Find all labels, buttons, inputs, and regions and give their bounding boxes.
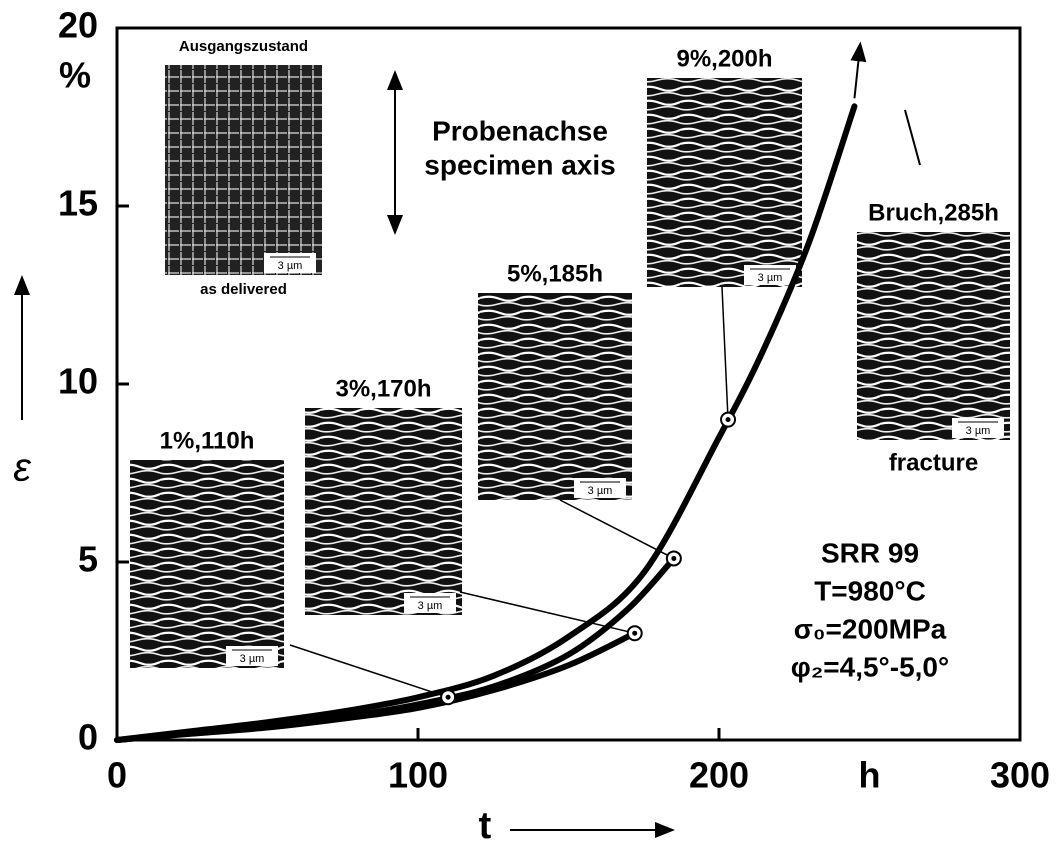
scale-label: 3 µm: [418, 600, 443, 612]
scale-label: 3 µm: [758, 272, 783, 284]
inset-label: Ausgangszustand: [179, 38, 308, 55]
state-marker-dot: [671, 555, 677, 561]
curve-arrow: [850, 41, 867, 99]
leader-line: [459, 591, 635, 634]
inset-caption: as delivered: [200, 281, 287, 298]
micrograph: [478, 293, 632, 500]
leader-line: [559, 499, 675, 560]
micrograph: [165, 65, 322, 275]
scale-label: 3 µm: [240, 653, 265, 665]
inset-label: Bruch,285h: [868, 199, 999, 226]
leader-line: [289, 644, 449, 698]
scale-bar-bg: [264, 253, 316, 273]
condition: σ₀=200MPa: [794, 613, 947, 644]
inset-label: 5%,185h: [507, 260, 603, 287]
x-tick-label: 100: [388, 755, 448, 796]
scale-label: 3 µm: [278, 260, 303, 272]
x-tick-label: 0: [107, 755, 127, 796]
scale-bar-bg: [574, 478, 626, 498]
axis-note: Probenachse: [432, 115, 608, 146]
condition: SRR 99: [821, 537, 919, 568]
state-marker-dot: [445, 694, 451, 700]
x-tick-label: 200: [689, 755, 749, 796]
scale-bar-bg: [952, 418, 1004, 438]
micrograph: [130, 460, 284, 668]
scale-bar-bg: [404, 593, 456, 613]
inset-label: 1%,110h: [160, 427, 255, 454]
y-tick-label: 5: [78, 539, 98, 580]
scale-bar-bg: [744, 265, 796, 285]
y-tick-label: 20: [58, 5, 98, 46]
micrograph: [647, 78, 802, 287]
y-tick-label: 10: [58, 361, 98, 402]
y-tick-label: 0: [78, 717, 98, 758]
creep-curve: [114, 630, 638, 743]
scale-bar-bg: [226, 646, 278, 666]
condition: T=980°C: [814, 575, 926, 606]
y-axis-label: ε: [13, 446, 32, 490]
fracture-pointer: [904, 109, 921, 166]
state-marker-dot: [725, 417, 731, 423]
inset-label: 9%,200h: [676, 45, 772, 72]
y-unit: %: [59, 54, 91, 95]
y-tick-label: 15: [58, 183, 98, 224]
micrograph: [857, 232, 1010, 440]
micrograph: [305, 408, 462, 615]
state-marker-dot: [632, 630, 638, 636]
scale-label: 3 µm: [588, 485, 613, 497]
x-axis-label: t: [479, 805, 492, 843]
creep-curve: [114, 103, 858, 743]
leader-line: [721, 286, 729, 420]
condition: φ₂=4,5°-5,0°: [791, 651, 949, 682]
scale-label: 3 µm: [966, 425, 991, 437]
axis-note: specimen axis: [424, 149, 615, 180]
inset-label: 3%,170h: [335, 375, 431, 402]
x-unit: h: [859, 755, 881, 796]
x-tick-label: 300: [990, 755, 1050, 796]
inset-caption: fracture: [889, 449, 978, 476]
